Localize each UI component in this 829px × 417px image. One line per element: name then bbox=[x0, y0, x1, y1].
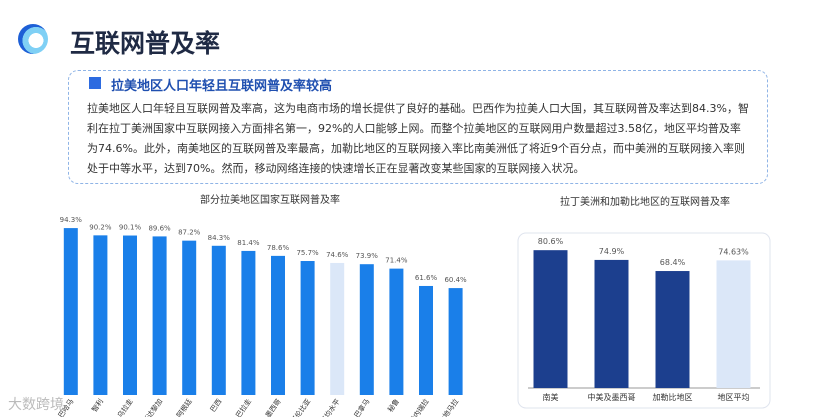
value-label: 81.4% bbox=[237, 239, 260, 247]
bar bbox=[389, 268, 404, 395]
x-tick-label: 哥斯达黎加 bbox=[137, 397, 164, 417]
bar bbox=[241, 250, 256, 395]
value-label: 75.7% bbox=[296, 249, 319, 257]
value-label: 89.6% bbox=[148, 224, 171, 232]
bar bbox=[123, 235, 137, 395]
value-label: 71.4% bbox=[385, 257, 408, 265]
bar bbox=[182, 240, 197, 395]
bar bbox=[93, 235, 108, 395]
x-tick-label: 巴西 bbox=[209, 398, 224, 414]
value-label: 73.9% bbox=[356, 252, 379, 260]
page-title: 互联网普及率 bbox=[70, 29, 221, 58]
x-tick-label: 巴拿马 bbox=[352, 397, 371, 417]
value-label: 87.2% bbox=[178, 229, 201, 237]
bar bbox=[716, 260, 751, 388]
value-label: 61.6% bbox=[415, 274, 438, 282]
x-tick-label: 地区平均 bbox=[718, 392, 750, 402]
x-tick-label: 中美及墨西哥 bbox=[588, 392, 636, 402]
chart-title: 部分拉美地区国家互联网普及率 bbox=[200, 193, 340, 206]
bar bbox=[63, 228, 78, 395]
bar bbox=[359, 264, 374, 395]
x-tick-label: 南美 bbox=[543, 392, 559, 402]
logo bbox=[18, 24, 48, 54]
value-label: 94.3% bbox=[60, 216, 83, 224]
value-label: 84.3% bbox=[208, 234, 231, 242]
bar bbox=[419, 285, 433, 395]
bar bbox=[330, 262, 345, 395]
value-label: 68.4% bbox=[660, 258, 686, 267]
bar bbox=[271, 255, 285, 395]
x-tick-label: 哥伦比亚 bbox=[289, 397, 312, 417]
summary-text: 拉美地区人口年轻且互联网普及率高，这为电商市场的增长提供了良好的基础。巴西作为拉… bbox=[87, 102, 749, 175]
summary-title: 拉美地区人口年轻且互联网普及率较高 bbox=[89, 75, 332, 94]
bar bbox=[448, 288, 463, 395]
value-label: 90.2% bbox=[89, 223, 112, 231]
x-tick-label: 危地马拉 bbox=[437, 397, 460, 417]
x-tick-label: 阿根廷 bbox=[174, 397, 193, 417]
bar bbox=[533, 250, 568, 388]
summary-box: 拉美地区人口年轻且互联网普及率较高 拉美地区人口年轻且互联网普及率高，这为电商市… bbox=[68, 70, 768, 184]
bar bbox=[211, 245, 226, 395]
x-tick-label: 巴拉圭 bbox=[234, 397, 253, 417]
value-label: 80.6% bbox=[538, 237, 564, 246]
x-tick-label: 墨西哥 bbox=[264, 398, 283, 417]
x-tick-label: 智利 bbox=[90, 397, 105, 414]
x-tick-label: 加勒比地区 bbox=[653, 392, 693, 402]
chart-title: 拉丁美洲和加勒比地区的互联网普及率 bbox=[560, 195, 730, 208]
value-label: 60.4% bbox=[444, 276, 467, 284]
value-label: 74.9% bbox=[599, 247, 625, 256]
value-label: 90.1% bbox=[119, 224, 142, 232]
value-label: 74.63% bbox=[718, 247, 749, 256]
x-tick-label: 秘鲁 bbox=[386, 397, 401, 414]
chart-frame bbox=[517, 232, 771, 409]
x-tick-label: 委内瑞拉 bbox=[407, 397, 430, 417]
watermark: 大数跨境 bbox=[8, 397, 64, 413]
bar bbox=[655, 271, 690, 388]
value-label: 78.6% bbox=[267, 244, 290, 252]
bar bbox=[594, 259, 629, 388]
x-tick-label: 乌拉圭 bbox=[115, 397, 134, 417]
value-label: 74.6% bbox=[326, 251, 349, 259]
bar bbox=[152, 236, 167, 395]
x-tick-label: 地区平均水平 bbox=[310, 397, 341, 417]
bar bbox=[300, 261, 315, 395]
